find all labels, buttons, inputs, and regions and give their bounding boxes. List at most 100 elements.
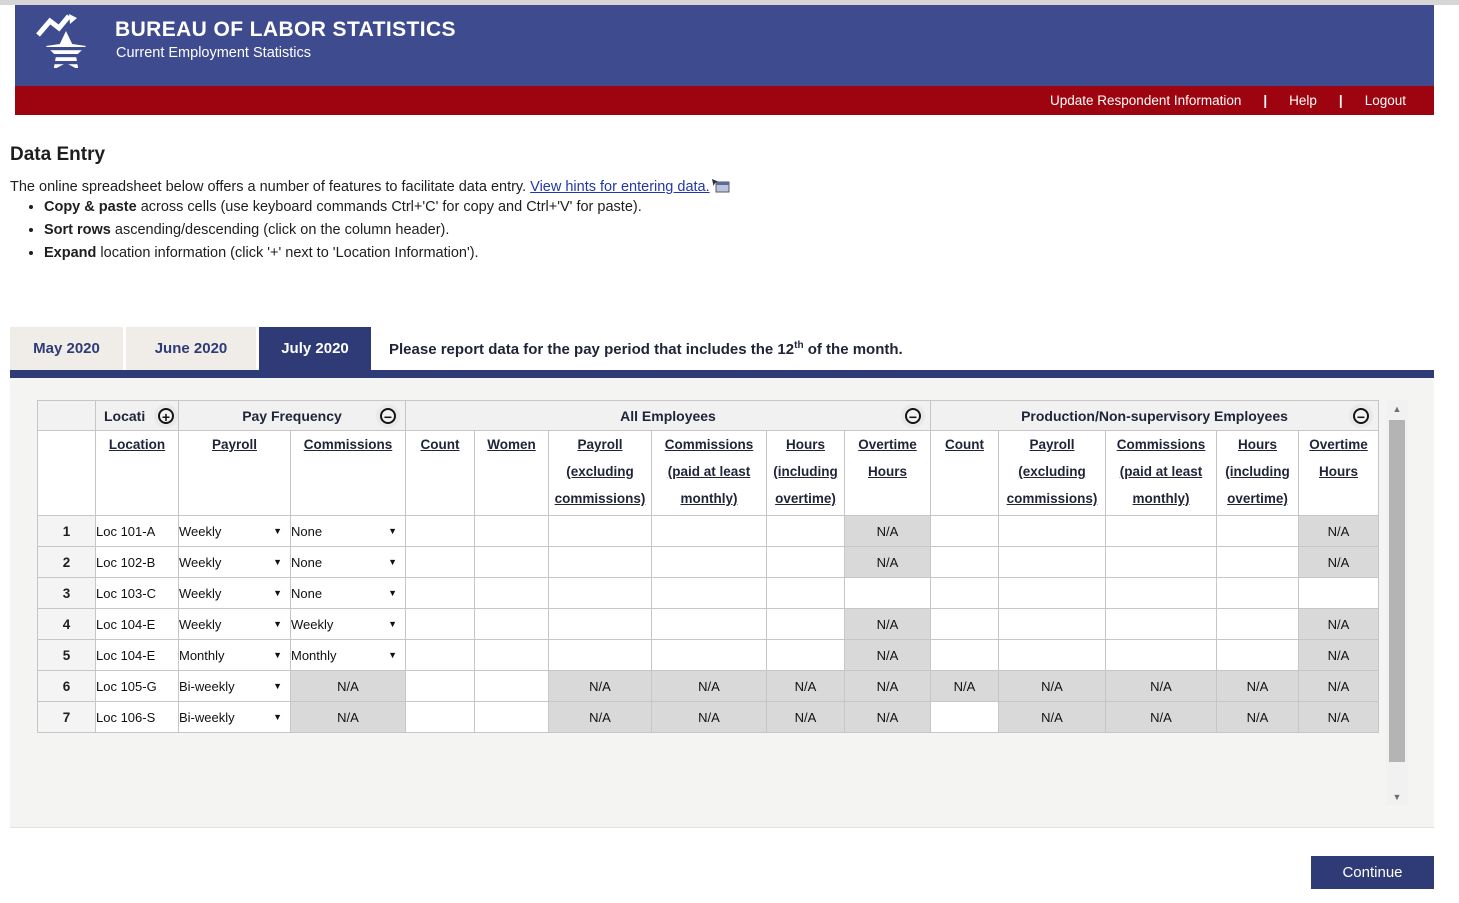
collapse-minus-icon[interactable]: −	[380, 407, 396, 424]
sort-link[interactable]: Payroll	[577, 437, 623, 452]
cell-pr-hours[interactable]	[1216, 608, 1299, 640]
commissions-frequency-dropdown[interactable]: Monthly ▼	[290, 639, 406, 671]
cell-ae-count[interactable]	[405, 577, 475, 609]
sort-link-line3[interactable]: monthly)	[680, 491, 738, 506]
cell-ae-payroll[interactable]	[548, 577, 652, 609]
location-cell[interactable]: Loc 103-C	[95, 577, 179, 609]
cell-ae-women[interactable]	[474, 670, 549, 702]
cell-ae-hours[interactable]	[766, 515, 845, 547]
cell-ae-women[interactable]	[474, 701, 549, 733]
cell-ae-count[interactable]	[405, 515, 475, 547]
cell-ae-payroll[interactable]	[548, 546, 652, 578]
location-cell[interactable]: Loc 104-E	[95, 639, 179, 671]
sort-link[interactable]: Count	[420, 437, 460, 452]
sort-link[interactable]: Hours	[1237, 437, 1277, 452]
nav-update-respondent-information[interactable]: Update Respondent Information	[1050, 93, 1242, 108]
location-cell[interactable]: Loc 106-S	[95, 701, 179, 733]
cell-pr-count[interactable]	[930, 515, 999, 547]
sort-link[interactable]: Payroll	[211, 437, 258, 452]
tab-may-2020[interactable]: May 2020	[10, 327, 123, 370]
sort-link-line2[interactable]: (excluding	[1018, 464, 1086, 479]
cell-ae-hours[interactable]	[766, 577, 845, 609]
cell-pr-overtime[interactable]	[1298, 577, 1379, 609]
scroll-down-button[interactable]: ▼	[1386, 788, 1408, 805]
sort-link-line2[interactable]: (including	[773, 464, 838, 479]
sort-link-line3[interactable]: monthly)	[1132, 491, 1190, 506]
vertical-scrollbar[interactable]: ▲ ▼	[1386, 400, 1408, 805]
expand-plus-icon[interactable]: +	[158, 407, 174, 424]
view-hints-link[interactable]: View hints for entering data.	[530, 179, 710, 195]
cell-pr-count[interactable]	[930, 577, 999, 609]
cell-ae-women[interactable]	[474, 639, 549, 671]
cell-ae-count[interactable]	[405, 608, 475, 640]
cell-pr-commissions[interactable]	[1105, 515, 1217, 547]
sort-link-line3[interactable]: overtime)	[1227, 491, 1288, 506]
tab-june-2020[interactable]: June 2020	[126, 327, 256, 370]
nav-logout[interactable]: Logout	[1364, 93, 1406, 108]
cell-pr-count[interactable]	[930, 701, 999, 733]
cell-pr-payroll[interactable]	[998, 577, 1106, 609]
commissions-frequency-dropdown[interactable]: None ▼	[290, 577, 406, 609]
sort-link[interactable]: Women	[487, 437, 536, 452]
sort-link-line2[interactable]: (paid at least	[1119, 464, 1203, 479]
cell-ae-hours[interactable]	[766, 639, 845, 671]
sort-link[interactable]: Commissions	[664, 437, 754, 452]
payroll-frequency-dropdown[interactable]: Weekly ▼	[178, 546, 291, 578]
sort-link[interactable]: Commissions	[1116, 437, 1206, 452]
cell-ae-hours[interactable]	[766, 608, 845, 640]
cell-pr-count[interactable]	[930, 608, 999, 640]
sort-link[interactable]: Payroll	[1029, 437, 1075, 452]
payroll-frequency-dropdown[interactable]: Weekly ▼	[178, 608, 291, 640]
cell-ae-commissions[interactable]	[651, 515, 767, 547]
cell-pr-commissions[interactable]	[1105, 546, 1217, 578]
cell-ae-hours[interactable]	[766, 546, 845, 578]
nav-help[interactable]: Help	[1289, 93, 1317, 108]
cell-ae-commissions[interactable]	[651, 577, 767, 609]
cell-ae-women[interactable]	[474, 546, 549, 578]
cell-ae-commissions[interactable]	[651, 639, 767, 671]
location-cell[interactable]: Loc 105-G	[95, 670, 179, 702]
continue-button[interactable]: Continue	[1311, 856, 1434, 889]
sort-link-line2[interactable]: (paid at least	[667, 464, 751, 479]
sort-link[interactable]: Location	[108, 437, 166, 452]
sort-link-line2[interactable]: (including	[1225, 464, 1290, 479]
location-cell[interactable]: Loc 104-E	[95, 608, 179, 640]
cell-ae-women[interactable]	[474, 608, 549, 640]
cell-pr-hours[interactable]	[1216, 639, 1299, 671]
cell-pr-hours[interactable]	[1216, 577, 1299, 609]
cell-pr-payroll[interactable]	[998, 608, 1106, 640]
cell-pr-commissions[interactable]	[1105, 639, 1217, 671]
sort-link-line3[interactable]: commissions)	[1006, 491, 1098, 506]
cell-ae-count[interactable]	[405, 670, 475, 702]
cell-ae-women[interactable]	[474, 577, 549, 609]
tab-july-2020[interactable]: July 2020	[259, 327, 371, 370]
sort-link-line3[interactable]: overtime)	[775, 491, 836, 506]
sort-link-line2[interactable]: Hours	[1318, 464, 1358, 479]
sort-link[interactable]: Count	[945, 437, 984, 452]
payroll-frequency-dropdown[interactable]: Bi-weekly ▼	[178, 701, 291, 733]
cell-pr-count[interactable]	[930, 546, 999, 578]
cell-pr-hours[interactable]	[1216, 515, 1299, 547]
commissions-frequency-dropdown[interactable]: None ▼	[290, 515, 406, 547]
sort-link[interactable]: Hours	[785, 437, 825, 452]
cell-ae-women[interactable]	[474, 515, 549, 547]
cell-ae-commissions[interactable]	[651, 546, 767, 578]
cell-pr-payroll[interactable]	[998, 639, 1106, 671]
payroll-frequency-dropdown[interactable]: Monthly ▼	[178, 639, 291, 671]
payroll-frequency-dropdown[interactable]: Weekly ▼	[178, 577, 291, 609]
cell-pr-count[interactable]	[930, 639, 999, 671]
commissions-frequency-dropdown[interactable]: Weekly ▼	[290, 608, 406, 640]
scroll-up-button[interactable]: ▲	[1386, 400, 1408, 417]
location-cell[interactable]: Loc 101-A	[95, 515, 179, 547]
cell-ae-payroll[interactable]	[548, 608, 652, 640]
sort-link[interactable]: Overtime	[858, 437, 917, 452]
sort-link[interactable]: Overtime	[1309, 437, 1368, 452]
commissions-frequency-dropdown[interactable]: None ▼	[290, 546, 406, 578]
cell-ae-payroll[interactable]	[548, 639, 652, 671]
sort-link[interactable]: Commissions	[303, 437, 393, 452]
cell-ae-overtime[interactable]	[844, 577, 931, 609]
collapse-minus-icon[interactable]: −	[1353, 407, 1369, 424]
sort-link-line3[interactable]: commissions)	[554, 491, 646, 506]
cell-ae-commissions[interactable]	[651, 608, 767, 640]
sort-link-line2[interactable]: Hours	[867, 464, 907, 479]
